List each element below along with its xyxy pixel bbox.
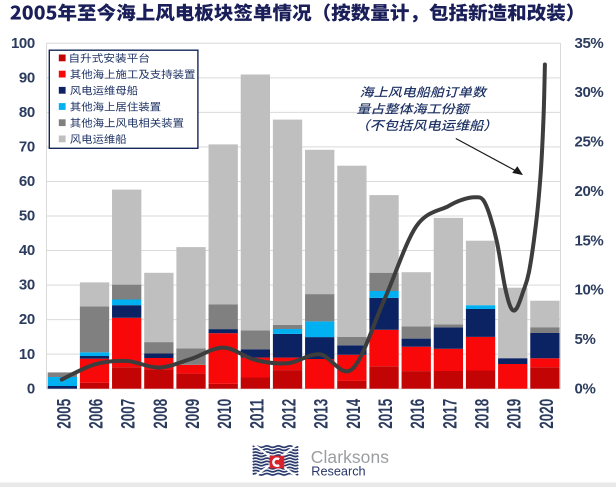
svg-text:0%: 0% (575, 380, 596, 397)
svg-text:25%: 25% (575, 134, 604, 151)
svg-text:2013: 2013 (312, 399, 333, 429)
svg-text:Research: Research (311, 465, 365, 479)
svg-text:30: 30 (19, 277, 35, 294)
svg-text:2011: 2011 (247, 398, 268, 428)
svg-text:2017: 2017 (440, 399, 461, 429)
svg-text:90: 90 (19, 69, 35, 86)
svg-text:20: 20 (19, 311, 35, 328)
svg-text:80: 80 (19, 104, 35, 121)
svg-text:2007: 2007 (119, 399, 140, 429)
svg-text:60: 60 (19, 173, 35, 190)
svg-text:0: 0 (27, 380, 35, 397)
svg-text:15%: 15% (575, 232, 604, 249)
svg-text:10%: 10% (575, 282, 604, 299)
svg-text:70: 70 (19, 139, 35, 156)
svg-text:2015: 2015 (376, 399, 397, 429)
svg-text:10: 10 (19, 346, 35, 363)
svg-text:2018: 2018 (473, 399, 494, 429)
svg-text:2016: 2016 (408, 399, 429, 429)
svg-text:35%: 35% (575, 35, 604, 52)
svg-text:5%: 5% (575, 331, 596, 348)
svg-text:2019: 2019 (505, 399, 526, 429)
svg-text:30%: 30% (575, 84, 604, 101)
svg-text:20%: 20% (575, 183, 604, 200)
svg-text:2014: 2014 (344, 399, 365, 429)
svg-text:50: 50 (19, 208, 35, 225)
svg-text:2009: 2009 (183, 399, 204, 429)
svg-text:100: 100 (11, 35, 35, 52)
svg-text:2020: 2020 (537, 399, 558, 429)
svg-text:40: 40 (19, 242, 35, 259)
svg-text:2006: 2006 (87, 399, 108, 429)
svg-text:2012: 2012 (280, 399, 301, 429)
svg-text:2008: 2008 (151, 399, 172, 429)
svg-text:2005: 2005 (54, 399, 75, 429)
svg-text:2010: 2010 (215, 399, 236, 429)
svg-text:Clarksons: Clarksons (311, 447, 389, 467)
